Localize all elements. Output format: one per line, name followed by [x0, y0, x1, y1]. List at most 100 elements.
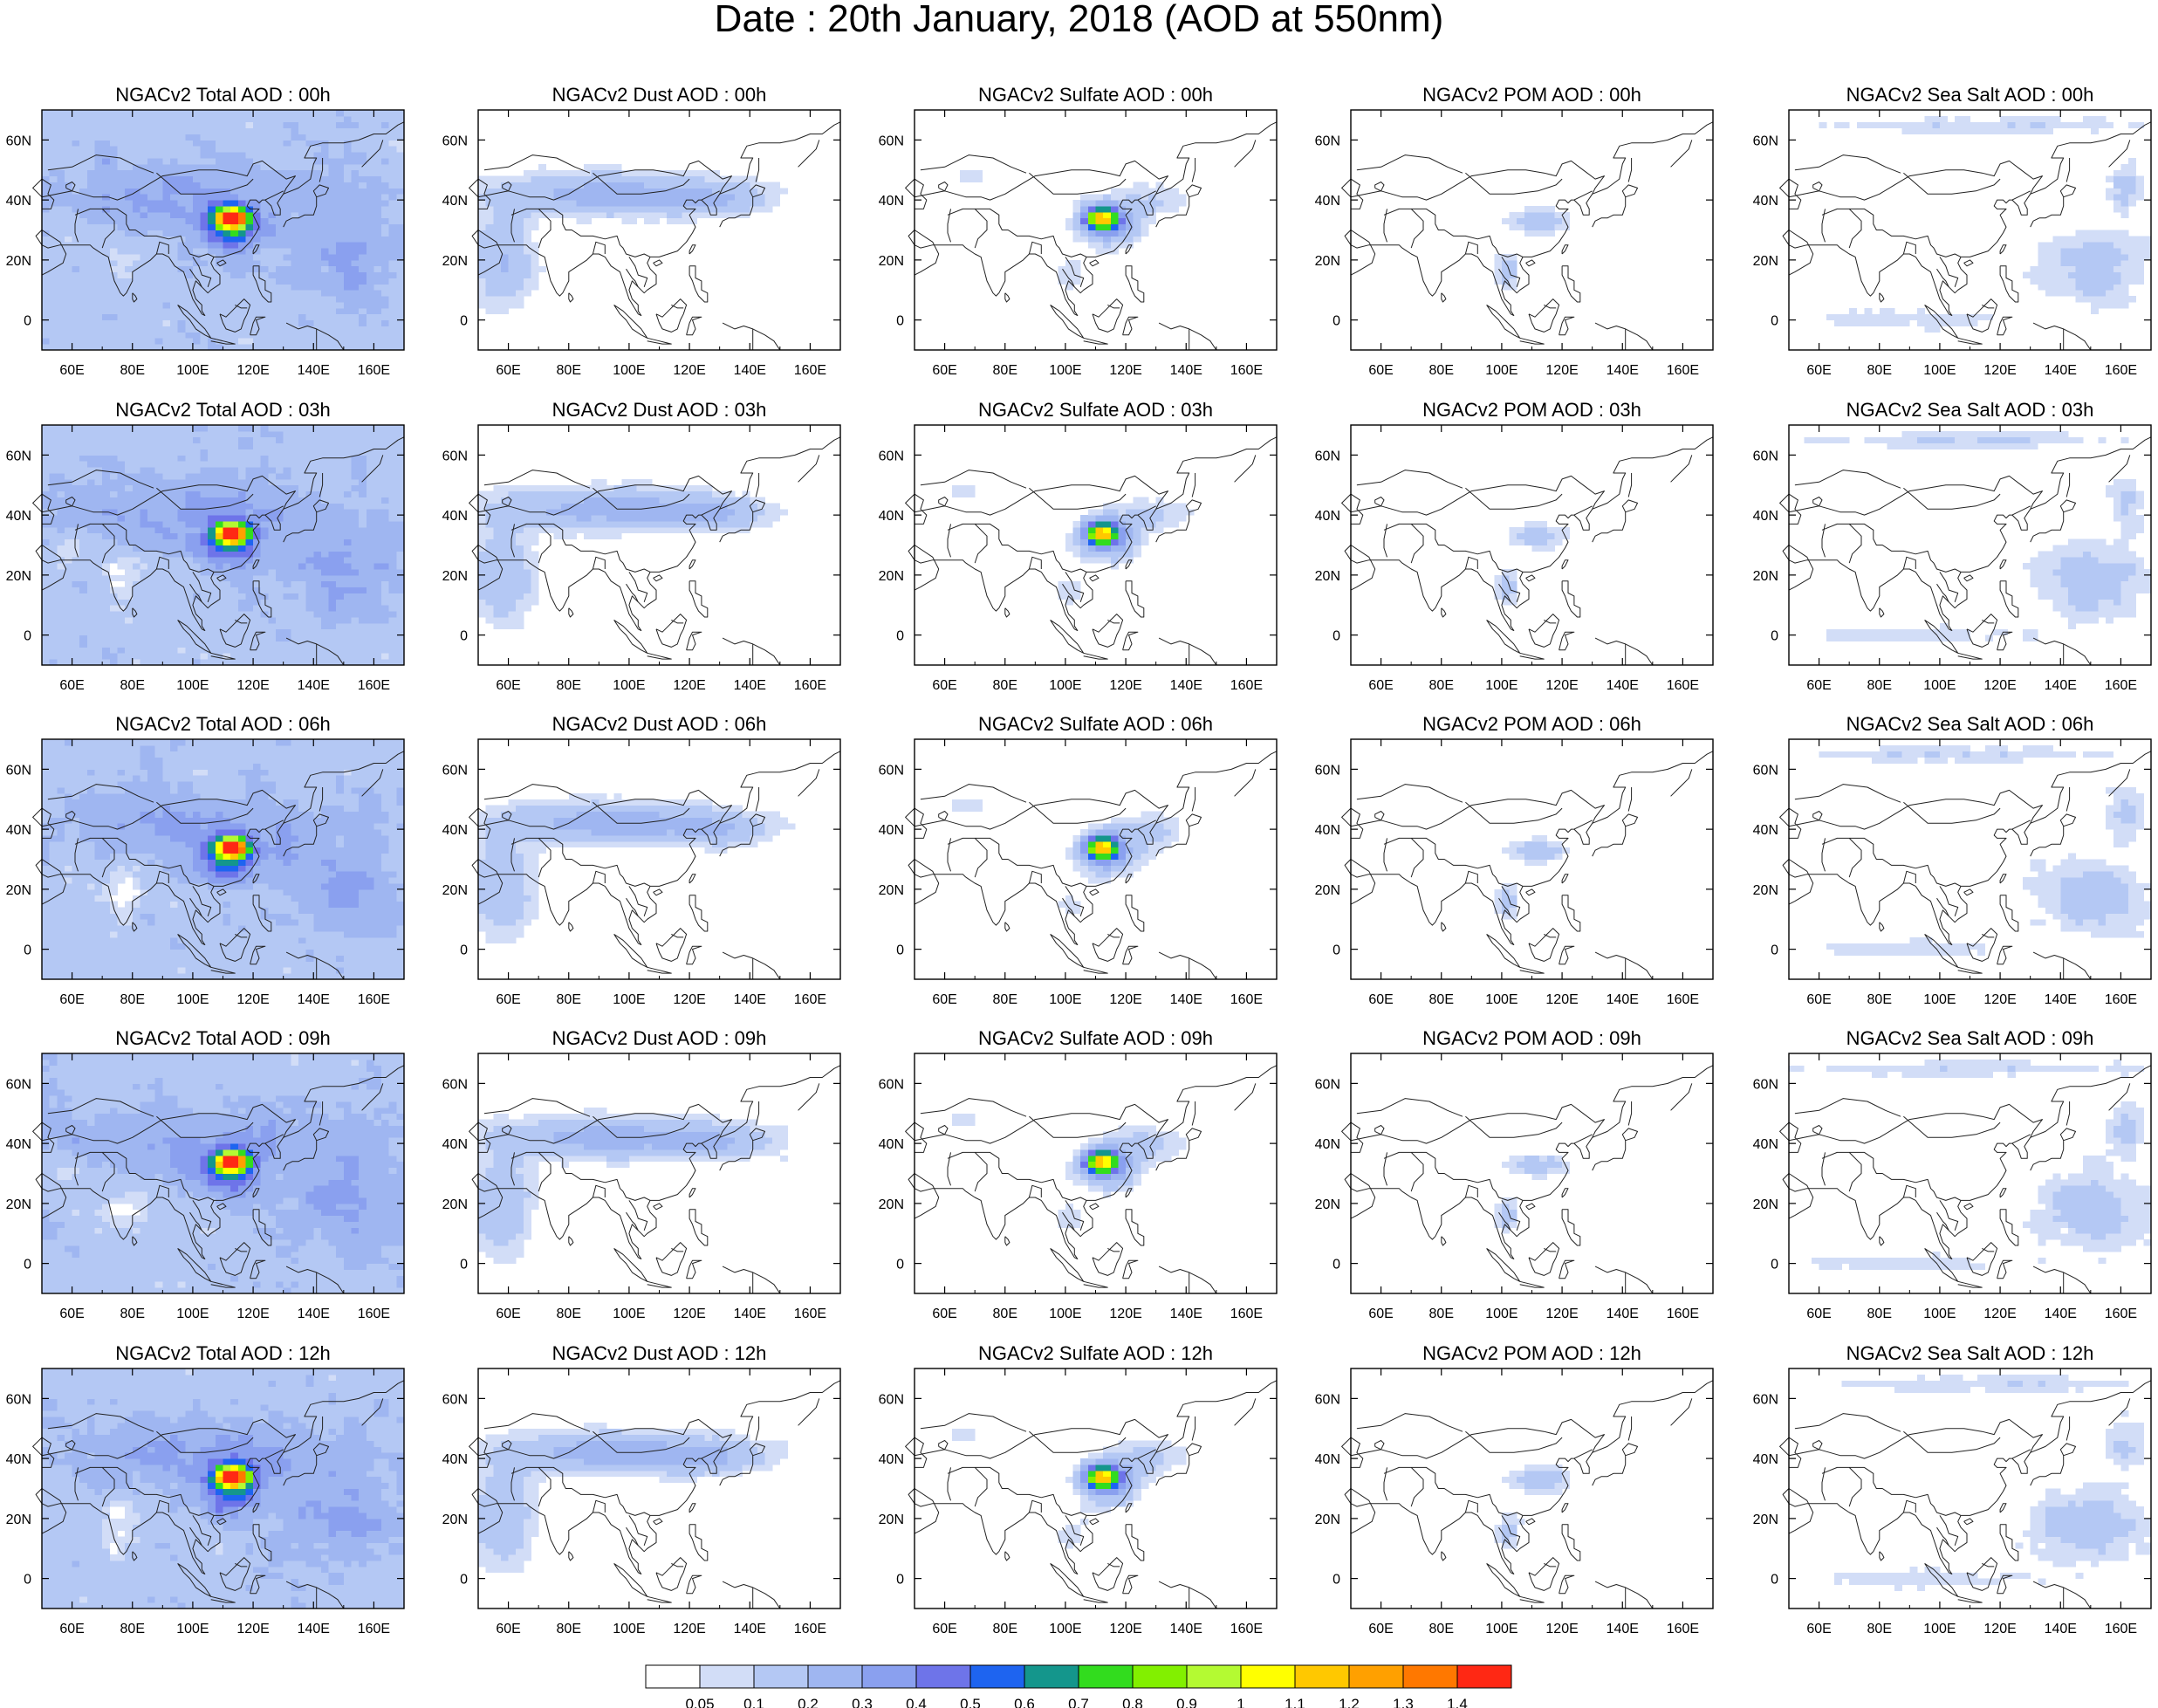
colorbar-swatch — [645, 1664, 701, 1689]
x-tick-label: 120E — [1545, 363, 1578, 378]
x-tick-label: 100E — [176, 363, 209, 378]
x-tick-label: 140E — [298, 678, 330, 693]
coastlines — [1341, 121, 1714, 351]
colorbar-label: 0.7 — [1068, 1696, 1089, 1708]
colorbar-swatch — [969, 1664, 1025, 1689]
y-tick-label: 0 — [460, 629, 468, 644]
colorbar-swatch — [1132, 1664, 1188, 1689]
map-panel-pom-00h: NGACv2 POM AOD : 00h 60E 80E 100E 120E 140E 16… — [1315, 84, 1714, 378]
colorbar-swatch — [1348, 1664, 1404, 1689]
coastlines — [905, 121, 1278, 351]
x-tick-label: 100E — [1049, 363, 1081, 378]
colorbar-label: 1.1 — [1285, 1696, 1305, 1708]
colorbar-label: 1.2 — [1339, 1696, 1360, 1708]
y-tick-label: 40N — [442, 509, 468, 524]
colorbar-swatch — [699, 1664, 755, 1689]
y-tick-label: 60N — [6, 449, 31, 463]
colorbar-swatch — [1240, 1664, 1296, 1689]
colorbar-swatch — [1078, 1664, 1134, 1689]
y-tick-label: 0 — [1771, 314, 1778, 329]
colorbar-label: 0.6 — [1014, 1696, 1035, 1708]
x-tick-label: 80E — [557, 678, 581, 693]
panel-title: NGACv2 Total AOD : 00h — [115, 84, 331, 106]
coastlines — [469, 436, 841, 666]
colorbar-swatch — [1186, 1664, 1242, 1689]
x-tick-label: 60E — [932, 363, 956, 378]
map-panel-dust-00h: NGACv2 Dust AOD : 00h 60E 80E 100E 120E 140E 1… — [442, 84, 841, 378]
x-tick-label: 80E — [1867, 363, 1892, 378]
y-tick-label: 60N — [1753, 134, 1778, 148]
coastlines — [469, 121, 841, 351]
y-tick-label: 40N — [6, 194, 31, 209]
coastlines — [32, 436, 405, 666]
x-tick-label: 100E — [1923, 363, 1956, 378]
y-tick-label: 60N — [879, 134, 904, 148]
panel-title: NGACv2 POM AOD : 00h — [1422, 84, 1641, 106]
map-panel-total-03h: NGACv2 Total AOD : 03h 60E 80E 100E 120E 140E… — [6, 399, 405, 693]
x-tick-label: 160E — [794, 363, 826, 378]
map-panel-sulfate-00h: NGACv2 Sulfate AOD : 00h 60E 80E 100E 120E 14… — [879, 84, 1278, 378]
x-tick-label: 100E — [613, 678, 645, 693]
x-tick-label: 60E — [59, 678, 84, 693]
x-tick-label: 60E — [1368, 363, 1393, 378]
y-tick-label: 0 — [460, 314, 468, 329]
panel-title: NGACv2 Sea Salt AOD : 00h — [1846, 84, 2094, 106]
map-panel-dust-03h: NGACv2 Dust AOD : 03h 60E 80E 100E 120E 140E 1… — [442, 399, 841, 693]
aod-field — [959, 169, 1187, 291]
x-tick-label: 80E — [120, 678, 145, 693]
x-tick-label: 120E — [1109, 363, 1141, 378]
x-tick-label: 160E — [794, 678, 826, 693]
y-tick-label: 20N — [6, 569, 31, 584]
colorbar-label: 0.8 — [1122, 1696, 1143, 1708]
panel-title: NGACv2 Sulfate AOD : 03h — [978, 399, 1213, 421]
y-tick-label: 0 — [1332, 314, 1340, 329]
colorbar-swatch — [861, 1664, 917, 1689]
colorbar-swatch — [807, 1664, 863, 1689]
x-tick-label: 140E — [2045, 363, 2077, 378]
colorbar-label: 0.4 — [906, 1696, 927, 1708]
aod-field — [42, 425, 405, 666]
y-tick-label: 0 — [24, 314, 31, 329]
x-tick-label: 160E — [358, 678, 390, 693]
colorbar-swatch — [1024, 1664, 1079, 1689]
x-tick-label: 80E — [1429, 363, 1454, 378]
colorbar-label: 1 — [1237, 1696, 1244, 1708]
colorbar-label: 0.5 — [960, 1696, 981, 1708]
x-tick-label: 140E — [1170, 363, 1202, 378]
x-tick-label: 140E — [734, 678, 766, 693]
y-tick-label: 20N — [1315, 254, 1340, 269]
x-tick-label: 80E — [557, 363, 581, 378]
x-tick-label: 160E — [358, 363, 390, 378]
x-tick-label: 60E — [59, 363, 84, 378]
x-tick-label: 60E — [1806, 363, 1831, 378]
y-tick-label: 40N — [6, 509, 31, 524]
x-tick-label: 60E — [496, 678, 520, 693]
panel-title: NGACv2 Dust AOD : 00h — [552, 84, 767, 106]
x-tick-label: 120E — [236, 363, 269, 378]
panel-title: NGACv2 Total AOD : 03h — [115, 399, 331, 421]
y-tick-label: 20N — [6, 254, 31, 269]
figure-title: Date : 20th January, 2018 (AOD at 550nm) — [714, 0, 1444, 40]
colorbar-label: 0.05 — [685, 1696, 714, 1708]
x-tick-label: 120E — [236, 678, 269, 693]
x-tick-label: 160E — [1230, 363, 1263, 378]
colorbar-swatch — [915, 1664, 971, 1689]
x-tick-label: 120E — [673, 678, 705, 693]
y-tick-label: 40N — [1753, 194, 1778, 209]
x-tick-label: 160E — [2105, 363, 2137, 378]
coastlines — [32, 121, 405, 351]
colorbar-label: 1.3 — [1393, 1696, 1414, 1708]
y-tick-label: 60N — [442, 449, 468, 463]
x-tick-label: 140E — [298, 363, 330, 378]
y-tick-label: 40N — [1315, 194, 1340, 209]
x-tick-label: 100E — [1485, 363, 1517, 378]
x-tick-label: 160E — [1667, 363, 1699, 378]
map-panel-sea-salt-00h: NGACv2 Sea Salt AOD : 00h 60E 80E 100E 120E 1… — [1753, 84, 2152, 378]
y-tick-label: 40N — [879, 194, 904, 209]
colorbar-label: 0.1 — [743, 1696, 764, 1708]
y-tick-label: 20N — [1753, 254, 1778, 269]
coastlines — [1779, 121, 2152, 351]
